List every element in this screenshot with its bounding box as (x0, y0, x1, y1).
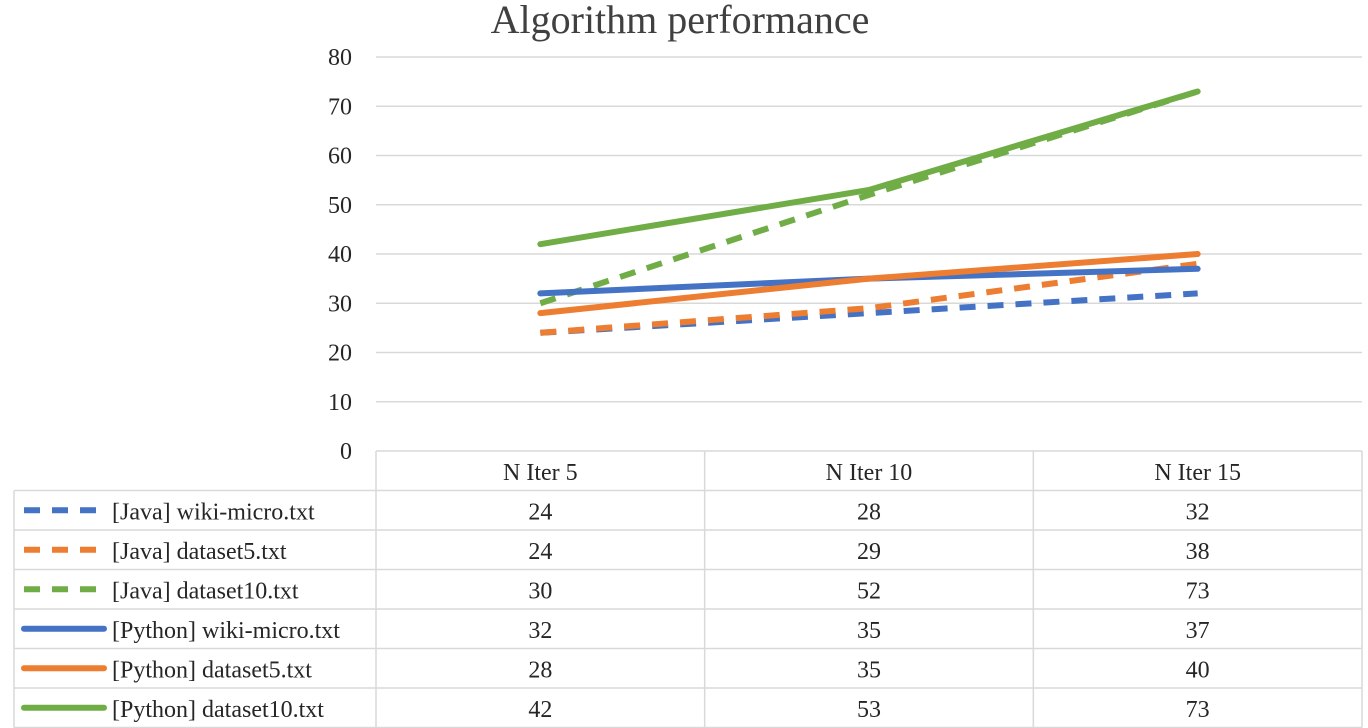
table-cell-value: 35 (857, 618, 881, 644)
table-cell-value: 37 (1186, 618, 1210, 644)
y-tick-label: 40 (328, 242, 352, 268)
table-cell-value: 24 (528, 539, 552, 565)
legend-label: [Python] dataset10.txt (112, 697, 324, 723)
x-category-label: N Iter 5 (503, 460, 578, 486)
table-cell-value: 32 (1186, 499, 1210, 525)
table-cell-value: 28 (857, 499, 881, 525)
chart-title: Algorithm performance (491, 0, 870, 42)
y-tick-label: 0 (340, 439, 352, 465)
table-cell-value: 29 (857, 539, 881, 565)
table-cell-value: 38 (1186, 539, 1210, 565)
table-cell-value: 73 (1186, 697, 1210, 723)
table-cell-value: 53 (857, 697, 881, 723)
legend-label: [Java] wiki-micro.txt (112, 499, 315, 525)
x-category-label: N Iter 15 (1154, 460, 1241, 486)
table-cell-value: 52 (857, 578, 881, 604)
y-axis-ticks: 0 10 20 30 40 50 60 70 80 (328, 45, 352, 465)
y-tick-label: 20 (328, 341, 352, 367)
series-line (537, 251, 1201, 317)
legend-label: [Python] wiki-micro.txt (112, 618, 340, 644)
legend-label: [Java] dataset10.txt (112, 578, 299, 604)
y-tick-label: 10 (328, 390, 352, 416)
series-line (537, 88, 1201, 248)
x-category-label: N Iter 10 (826, 460, 913, 486)
y-tick-label: 70 (328, 94, 352, 120)
y-tick-label: 30 (328, 291, 352, 317)
table-cell-value: 35 (857, 657, 881, 683)
y-tick-label: 80 (328, 45, 352, 71)
y-tick-label: 60 (328, 144, 352, 170)
table-cell-value: 24 (528, 499, 552, 525)
series-lines (537, 88, 1201, 336)
table-cell-value: 73 (1186, 578, 1210, 604)
table-cell-value: 42 (528, 697, 552, 723)
y-tick-label: 50 (328, 193, 352, 219)
data-table: N Iter 5 N Iter 10 N Iter 15 [Java] wiki-mi… (13, 450, 1363, 728)
table-cell-value: 30 (528, 578, 552, 604)
table-cell-value: 40 (1186, 657, 1210, 683)
legend-label: [Java] dataset5.txt (112, 539, 287, 565)
table-cell-value: 32 (528, 618, 552, 644)
legend-label: [Python] dataset5.txt (112, 657, 312, 683)
gridlines (376, 56, 1362, 403)
table-cell-value: 28 (528, 657, 552, 683)
